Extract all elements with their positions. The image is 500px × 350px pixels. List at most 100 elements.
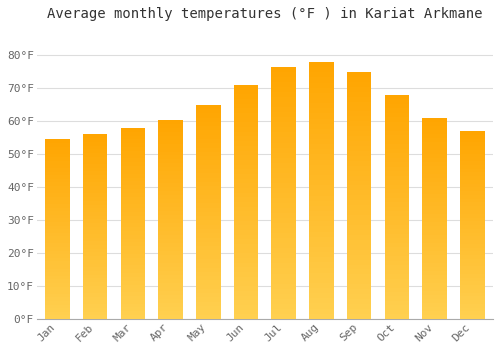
Bar (384, 117, 409, 122)
Bar (158, 132, 183, 135)
Bar (272, 92, 296, 97)
Bar (309, 160, 334, 165)
Bar (272, 284, 296, 289)
Bar (196, 118, 220, 122)
Bar (460, 300, 484, 304)
Bar (158, 152, 183, 155)
Bar (422, 291, 447, 295)
Bar (422, 182, 447, 186)
Bar (83, 204, 108, 208)
Bar (309, 154, 334, 160)
Bar (83, 160, 108, 164)
Bar (309, 257, 334, 262)
Bar (45, 204, 70, 208)
Bar (196, 233, 220, 238)
Bar (460, 251, 484, 255)
Bar (83, 286, 108, 289)
Bar (422, 126, 447, 130)
Bar (196, 131, 220, 135)
Bar (196, 182, 220, 186)
Bar (158, 219, 183, 223)
Bar (347, 171, 372, 176)
Bar (234, 160, 258, 164)
Bar (347, 215, 372, 220)
Bar (45, 254, 70, 258)
Bar (347, 87, 372, 92)
Bar (460, 161, 484, 165)
Bar (460, 289, 484, 293)
Bar (45, 304, 70, 308)
Bar (384, 122, 409, 126)
Bar (196, 135, 220, 139)
Bar (196, 199, 220, 203)
Bar (347, 72, 372, 77)
Bar (196, 272, 220, 276)
Bar (196, 139, 220, 144)
Bar (45, 215, 70, 218)
Bar (83, 267, 108, 271)
Bar (422, 174, 447, 178)
Bar (309, 267, 334, 273)
Bar (234, 263, 258, 267)
Bar (120, 273, 145, 277)
Bar (272, 274, 296, 279)
Bar (120, 174, 145, 177)
Bar (83, 201, 108, 204)
Bar (158, 263, 183, 267)
Bar (460, 169, 484, 173)
Bar (460, 191, 484, 195)
Bar (460, 142, 484, 146)
Bar (347, 156, 372, 161)
Bar (158, 223, 183, 227)
Bar (309, 98, 334, 103)
Bar (384, 104, 409, 108)
Bar (272, 87, 296, 92)
Bar (196, 293, 220, 298)
Bar (158, 275, 183, 279)
Bar (196, 289, 220, 293)
Bar (234, 206, 258, 211)
Bar (83, 179, 108, 182)
Bar (45, 265, 70, 269)
Bar (347, 126, 372, 131)
Bar (234, 141, 258, 146)
Bar (45, 168, 70, 172)
Bar (384, 220, 409, 225)
Bar (422, 206, 447, 210)
Bar (83, 146, 108, 149)
Bar (196, 186, 220, 190)
Bar (309, 226, 334, 232)
Bar (234, 183, 258, 188)
Bar (45, 186, 70, 190)
Bar (272, 208, 296, 213)
Bar (234, 309, 258, 314)
Bar (272, 77, 296, 82)
Bar (83, 260, 108, 264)
Bar (158, 144, 183, 147)
Bar (460, 131, 484, 135)
Bar (196, 144, 220, 148)
Bar (45, 179, 70, 182)
Bar (347, 195, 372, 200)
Bar (347, 240, 372, 245)
Bar (83, 156, 108, 160)
Bar (120, 216, 145, 219)
Bar (309, 108, 334, 113)
Bar (120, 243, 145, 246)
Bar (460, 315, 484, 319)
Bar (196, 152, 220, 156)
Bar (422, 154, 447, 158)
Bar (422, 178, 447, 182)
Bar (422, 218, 447, 223)
Bar (45, 287, 70, 290)
Bar (158, 187, 183, 191)
Bar (234, 291, 258, 295)
Bar (234, 146, 258, 150)
Bar (120, 155, 145, 159)
Bar (158, 207, 183, 211)
Bar (384, 95, 409, 99)
Bar (384, 306, 409, 310)
Bar (158, 120, 183, 124)
Bar (460, 195, 484, 199)
Bar (158, 243, 183, 247)
